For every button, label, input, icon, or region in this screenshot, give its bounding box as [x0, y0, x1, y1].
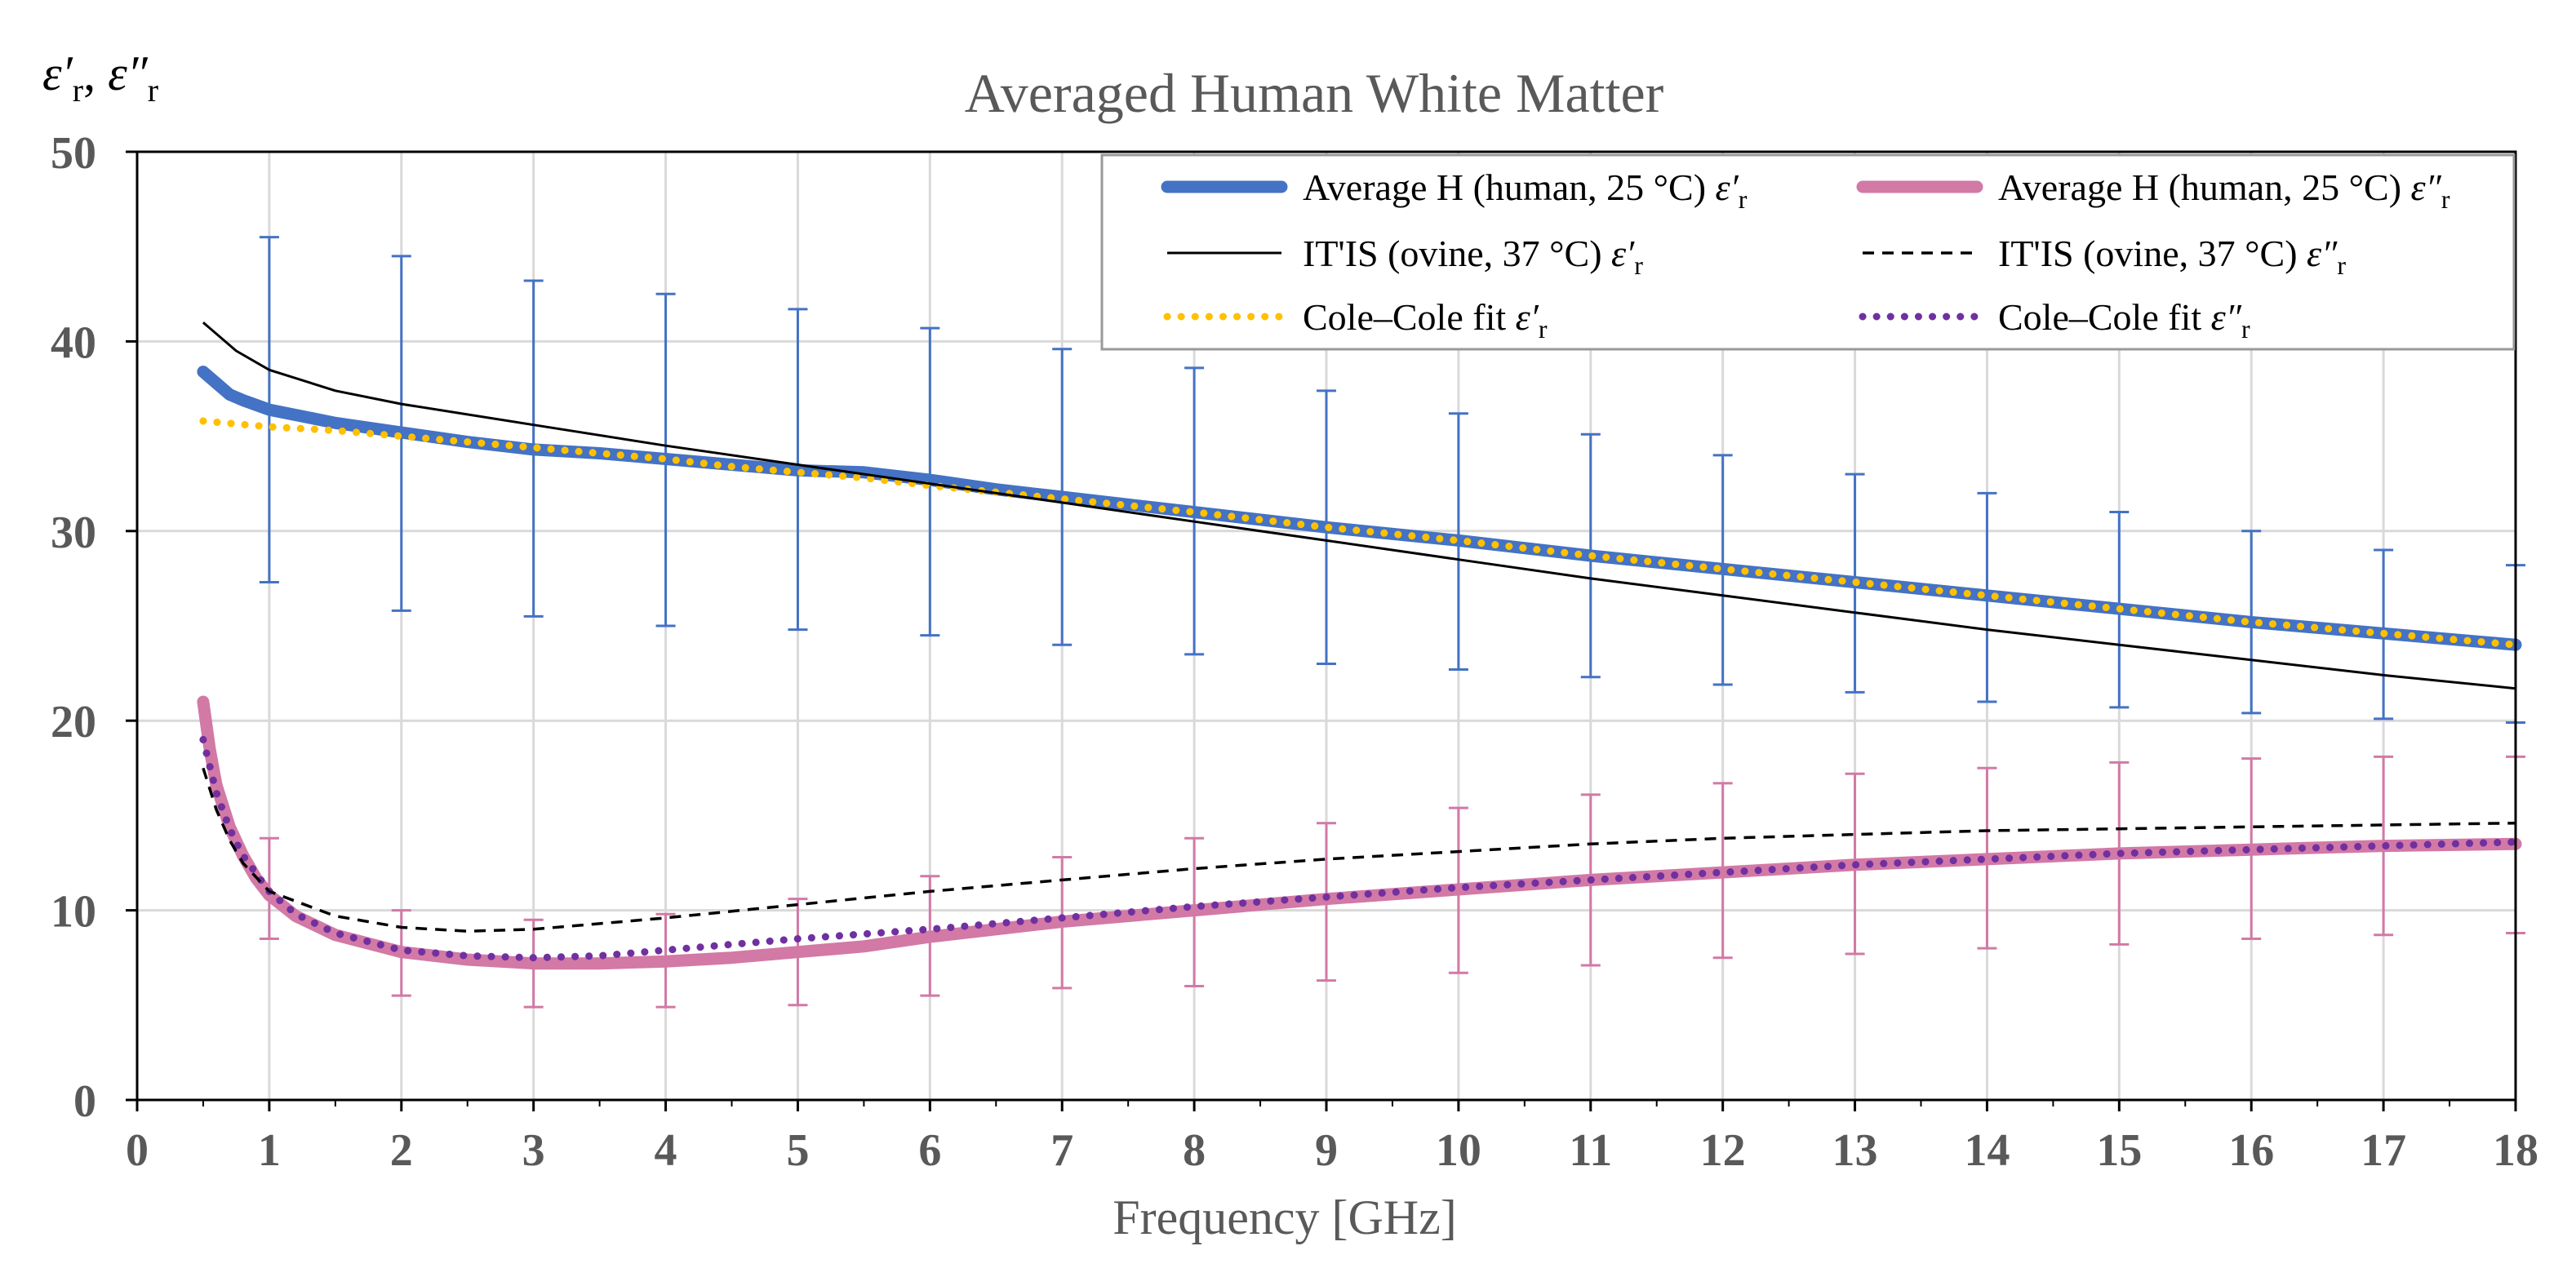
series-line-2 — [202, 322, 2516, 690]
x-tick-label: 14 — [1964, 1125, 2010, 1176]
x-tick-label: 7 — [1050, 1125, 1073, 1176]
legend-label-symbol: ε′ — [1516, 296, 1539, 338]
y-tick-label: 0 — [73, 1076, 96, 1127]
legend-label-5: Cole–Cole fit ε″r — [1998, 296, 2250, 344]
legend: Average H (human, 25 °C) ε′r Average H (h… — [1100, 153, 2516, 351]
legend-label-subscript: r — [2441, 184, 2450, 214]
legend-label-text: Average H (human, 25 °C) — [1998, 166, 2411, 208]
y-tick-label: 30 — [51, 508, 96, 558]
series-line-5 — [199, 735, 2520, 962]
x-tick-label: 18 — [2493, 1125, 2538, 1176]
x-tick-label: 2 — [390, 1125, 413, 1176]
x-tick-label: 3 — [522, 1125, 545, 1176]
legend-label-subscript: r — [1739, 184, 1748, 214]
x-tick-label: 15 — [2096, 1125, 2142, 1176]
x-tick-label: 4 — [655, 1125, 677, 1176]
x-tick-label: 0 — [126, 1125, 149, 1176]
y-axis-label: ε′r, ε″r — [42, 47, 158, 109]
legend-label-text: IT'IS (ovine, 37 °C) — [1303, 233, 1611, 274]
series-line-0 — [197, 366, 2522, 651]
x-tick-label: 12 — [1700, 1125, 1746, 1176]
legend-label-subscript: r — [2241, 314, 2250, 344]
x-tick-label: 1 — [258, 1125, 281, 1176]
legend-label-text: Cole–Cole fit — [1998, 296, 2211, 338]
y-tick-label: 40 — [51, 317, 96, 368]
x-tick-label: 5 — [786, 1125, 809, 1176]
legend-label-3: IT'IS (ovine, 37 °C) ε″r — [1998, 233, 2346, 280]
legend-label-text: IT'IS (ovine, 37 °C) — [1998, 233, 2307, 274]
legend-label-1: Average H (human, 25 °C) ε″r — [1998, 166, 2450, 214]
y-label-separator: , — [83, 47, 108, 100]
x-tick-label: 13 — [1832, 1125, 1878, 1176]
legend-label-4: Cole–Cole fit ε′r — [1303, 296, 1548, 344]
legend-label-text: Average H (human, 25 °C) — [1303, 166, 1716, 208]
x-tick-label: 6 — [918, 1125, 941, 1176]
legend-label-symbol: ε′ — [1611, 233, 1635, 274]
series-line-3 — [202, 767, 2516, 933]
y-tick-label: 20 — [51, 697, 96, 747]
x-tick-label: 9 — [1315, 1125, 1338, 1176]
y-label-eps-dprime: ε″ — [108, 47, 149, 100]
y-label-eps-prime: ε′ — [42, 47, 73, 100]
legend-label-0: Average H (human, 25 °C) ε′r — [1303, 166, 1748, 214]
legend-label-symbol: ε″ — [2307, 233, 2338, 274]
y-label-sub-2: r — [148, 72, 158, 109]
legend-label-symbol: ε′ — [1716, 166, 1739, 208]
y-label-sub-1: r — [73, 72, 83, 109]
x-tick-label: 10 — [1436, 1125, 1481, 1176]
legend-box — [1100, 153, 2516, 351]
legend-label-subscript: r — [1539, 314, 1548, 344]
legend-label-2: IT'IS (ovine, 37 °C) ε′r — [1303, 233, 1643, 280]
series-line-1 — [197, 695, 2522, 970]
chart-title: Averaged Human White Matter — [965, 62, 1664, 124]
legend-label-symbol: ε″ — [2411, 166, 2442, 208]
y-axis-ticks: 0 10 20 30 40 50 — [51, 128, 137, 1127]
legend-label-symbol: ε″ — [2211, 296, 2242, 338]
x-axis-ticks: 0 1 2 3 4 5 6 7 8 9 10 11 12 13 14 15 16 17 18 — [126, 1100, 2538, 1176]
y-tick-label: 50 — [51, 128, 96, 179]
x-tick-label: 16 — [2228, 1125, 2274, 1176]
legend-label-text: Cole–Cole fit — [1303, 296, 1516, 338]
x-tick-label: 11 — [1569, 1125, 1612, 1176]
x-axis-label: Frequency [GHz] — [1113, 1191, 1457, 1244]
legend-label-subscript: r — [2337, 251, 2346, 280]
x-tick-label: 8 — [1183, 1125, 1206, 1176]
x-tick-label: 17 — [2361, 1125, 2406, 1176]
series-lines — [197, 322, 2522, 970]
legend-label-subscript: r — [1634, 251, 1643, 280]
y-tick-label: 10 — [51, 887, 96, 938]
